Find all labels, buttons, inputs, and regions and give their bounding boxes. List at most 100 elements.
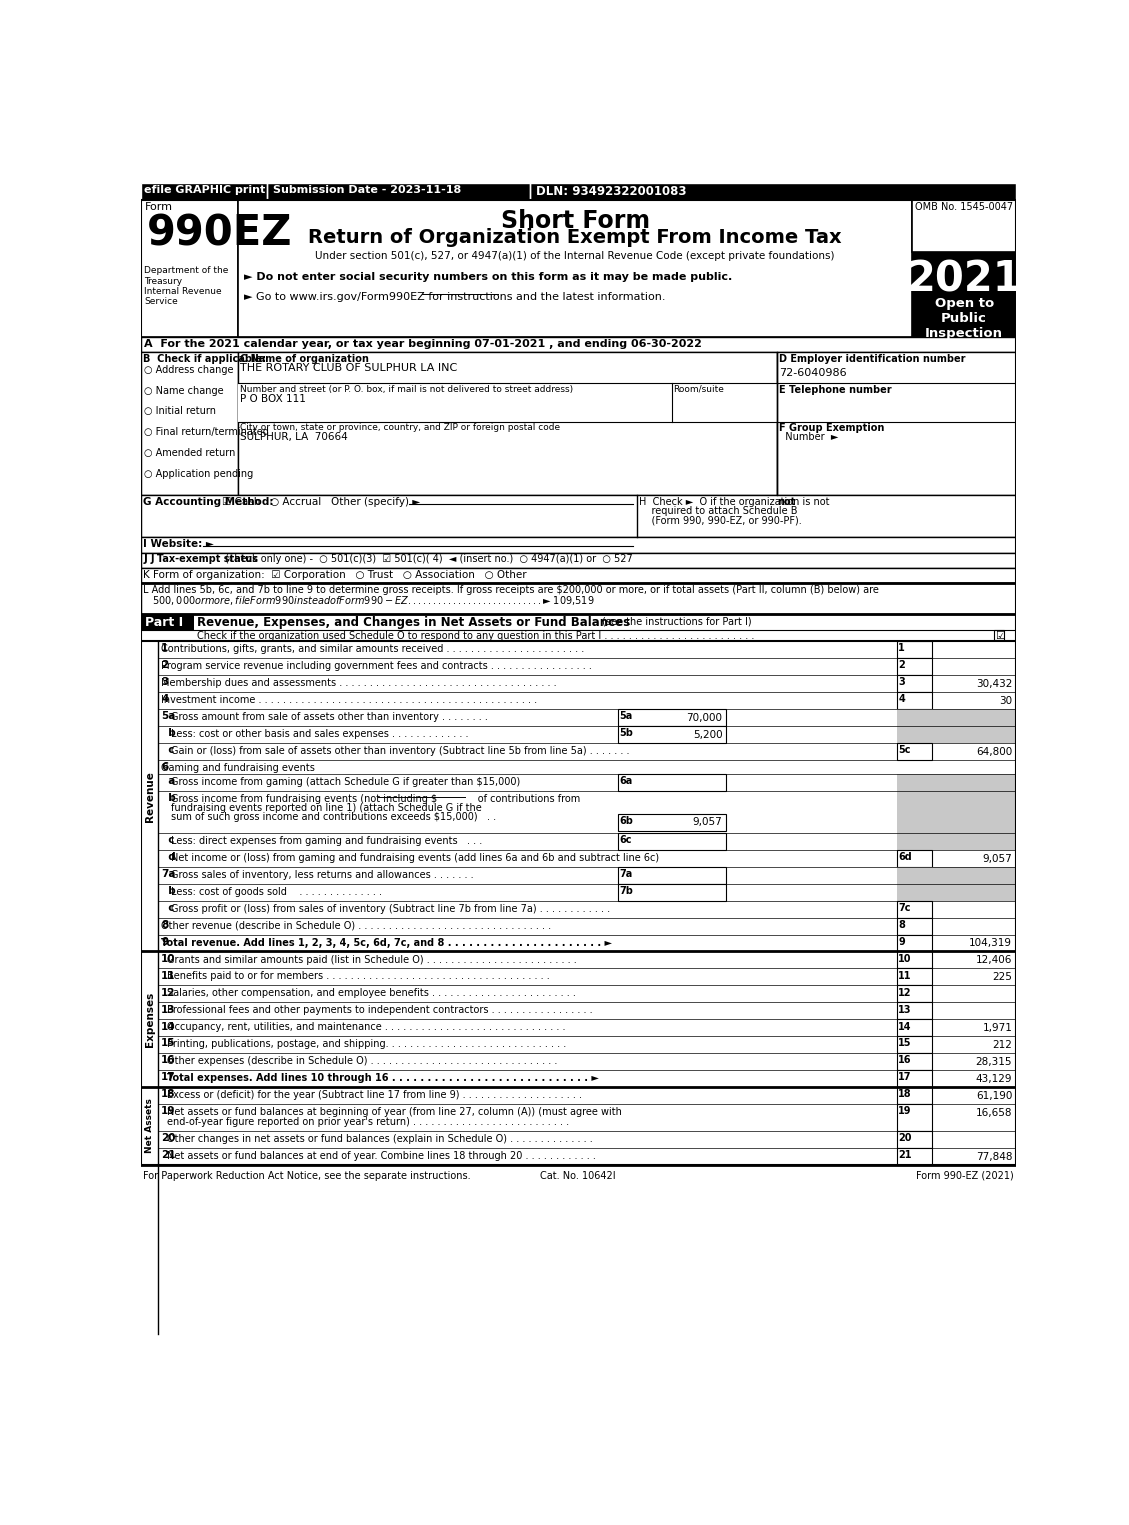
Bar — [994, 630, 1004, 640]
Text: Department of the
Treasury
Internal Revenue
Service: Department of the Treasury Internal Reve… — [145, 267, 228, 307]
Bar — [896, 833, 1016, 849]
Text: 7c: 7c — [899, 903, 911, 913]
Bar — [896, 866, 1016, 883]
Bar — [618, 773, 726, 790]
Text: Return of Organization Exempt From Income Tax: Return of Organization Exempt From Incom… — [308, 227, 842, 247]
Text: 9: 9 — [161, 936, 168, 947]
Text: 43,129: 43,129 — [975, 1074, 1013, 1084]
Text: b: b — [161, 727, 176, 738]
Text: Submission Date - 2023-11-18: Submission Date - 2023-11-18 — [273, 186, 461, 195]
Text: SULPHUR, LA  70664: SULPHUR, LA 70664 — [240, 433, 348, 442]
Bar — [777, 352, 1016, 494]
Text: 5a: 5a — [620, 711, 632, 721]
Text: d: d — [161, 852, 176, 862]
Text: ○ Initial return: ○ Initial return — [145, 406, 217, 416]
Text: 4: 4 — [899, 694, 905, 705]
Text: 16,658: 16,658 — [975, 1107, 1013, 1118]
Text: 20: 20 — [899, 1133, 912, 1144]
Bar — [618, 883, 726, 901]
Text: c: c — [161, 746, 175, 755]
Bar — [896, 849, 931, 866]
Text: Contributions, gifts, grants, and similar amounts received . . . . . . . . . . .: Contributions, gifts, grants, and simila… — [161, 644, 585, 654]
Text: Room/suite: Room/suite — [674, 384, 725, 393]
Text: 30,432: 30,432 — [975, 679, 1013, 689]
Bar — [896, 901, 931, 918]
Text: J: J — [143, 554, 151, 564]
Text: 5b: 5b — [620, 727, 633, 738]
Text: 18: 18 — [899, 1089, 912, 1100]
Bar — [896, 1087, 931, 1104]
Text: J Tax-exempt status: J Tax-exempt status — [150, 554, 259, 564]
Text: Total revenue. Add lines 1, 2, 3, 4, 5c, 6d, 7c, and 8 . . . . . . . . . . . . .: Total revenue. Add lines 1, 2, 3, 4, 5c,… — [161, 938, 612, 947]
Text: ○ Final return/terminated: ○ Final return/terminated — [145, 427, 269, 438]
Bar — [141, 200, 238, 337]
Text: E Telephone number: E Telephone number — [779, 384, 892, 395]
Text: 212: 212 — [992, 1040, 1013, 1051]
Bar — [896, 692, 931, 709]
Text: 61,190: 61,190 — [975, 1090, 1013, 1101]
Text: D Employer identification number: D Employer identification number — [779, 354, 965, 364]
Bar — [141, 615, 194, 630]
Text: ☑ Cash   ○ Accrual   Other (specify) ►: ☑ Cash ○ Accrual Other (specify) ► — [222, 497, 421, 508]
Text: Gaming and fundraising events: Gaming and fundraising events — [161, 762, 315, 773]
Text: Gross sales of inventory, less returns and allowances . . . . . . .: Gross sales of inventory, less returns a… — [170, 869, 473, 880]
Bar — [912, 252, 1016, 337]
Text: Occupancy, rent, utilities, and maintenance . . . . . . . . . . . . . . . . . . : Occupancy, rent, utilities, and maintena… — [167, 1022, 566, 1032]
Bar — [896, 883, 1016, 901]
Text: 14: 14 — [161, 1022, 176, 1031]
Bar — [618, 866, 726, 883]
Text: Number  ►: Number ► — [779, 433, 839, 442]
Text: Net income or (loss) from gaming and fundraising events (add lines 6a and 6b and: Net income or (loss) from gaming and fun… — [170, 852, 658, 863]
Text: Excess or (deficit) for the year (Subtract line 17 from line 9) . . . . . . . . : Excess or (deficit) for the year (Subtra… — [167, 1090, 583, 1100]
Bar — [896, 968, 931, 985]
Text: 3: 3 — [161, 677, 168, 688]
Text: Less: direct expenses from gaming and fundraising events   . . .: Less: direct expenses from gaming and fu… — [170, 836, 482, 846]
Text: 2021: 2021 — [907, 258, 1022, 300]
Text: 64,800: 64,800 — [975, 747, 1013, 756]
Text: 17: 17 — [899, 1072, 912, 1083]
Text: 6b: 6b — [620, 816, 633, 827]
Bar — [896, 659, 931, 676]
Text: 12,406: 12,406 — [975, 955, 1013, 965]
Bar — [896, 985, 931, 1002]
Text: 5a: 5a — [161, 711, 176, 721]
Text: c: c — [161, 903, 175, 913]
Text: Total expenses. Add lines 10 through 16 . . . . . . . . . . . . . . . . . . . . : Total expenses. Add lines 10 through 16 … — [167, 1074, 599, 1083]
Bar — [896, 640, 931, 659]
Text: P O BOX 111: P O BOX 111 — [240, 393, 306, 404]
Text: 70,000: 70,000 — [686, 712, 723, 723]
Text: 6a: 6a — [620, 776, 632, 785]
Bar — [896, 1002, 931, 1019]
Bar — [141, 552, 1016, 567]
Bar — [896, 1019, 931, 1035]
Text: ► Go to www.irs.gov/Form990EZ for instructions and the latest information.: ► Go to www.irs.gov/Form990EZ for instru… — [244, 293, 666, 302]
Text: Gross income from gaming (attach Schedule G if greater than $15,000): Gross income from gaming (attach Schedul… — [170, 776, 519, 787]
Text: 11: 11 — [899, 971, 912, 981]
Text: Less: cost or other basis and sales expenses . . . . . . . . . . . . .: Less: cost or other basis and sales expe… — [170, 729, 469, 740]
Bar — [896, 790, 1016, 833]
Text: I Website: ►: I Website: ► — [143, 538, 215, 549]
Text: Part I: Part I — [145, 616, 183, 628]
Text: H  Check ►  O if the organization is not: H Check ► O if the organization is not — [639, 497, 830, 508]
Text: Cat. No. 10642I: Cat. No. 10642I — [541, 1171, 616, 1180]
Text: Under section 501(c), 527, or 4947(a)(1) of the Internal Revenue Code (except pr: Under section 501(c), 527, or 4947(a)(1)… — [315, 250, 834, 261]
Text: fundraising events reported on line 1) (attach Schedule G if the: fundraising events reported on line 1) (… — [170, 802, 481, 813]
Bar — [141, 183, 1016, 200]
Text: ☑: ☑ — [995, 631, 1005, 640]
Bar — [141, 200, 1016, 1165]
Text: 1: 1 — [161, 644, 168, 653]
Text: Net assets or fund balances at end of year. Combine lines 18 through 20 . . . . : Net assets or fund balances at end of ye… — [167, 1151, 596, 1161]
Text: A  For the 2021 calendar year, or tax year beginning 07-01-2021 , and ending 06-: A For the 2021 calendar year, or tax yea… — [145, 339, 702, 349]
Text: 6: 6 — [161, 762, 168, 772]
Text: 3: 3 — [899, 677, 905, 688]
Text: 6d: 6d — [899, 852, 912, 862]
Text: 72-6040986: 72-6040986 — [779, 368, 847, 378]
Text: not: not — [777, 497, 795, 508]
Bar — [266, 183, 531, 200]
Text: 10: 10 — [161, 953, 176, 964]
Text: 2: 2 — [161, 660, 168, 671]
Bar — [896, 709, 1016, 726]
Text: 15: 15 — [161, 1039, 176, 1049]
Text: efile GRAPHIC print: efile GRAPHIC print — [145, 186, 265, 195]
Text: Check if the organization used Schedule O to respond to any question in this Par: Check if the organization used Schedule … — [196, 631, 754, 640]
